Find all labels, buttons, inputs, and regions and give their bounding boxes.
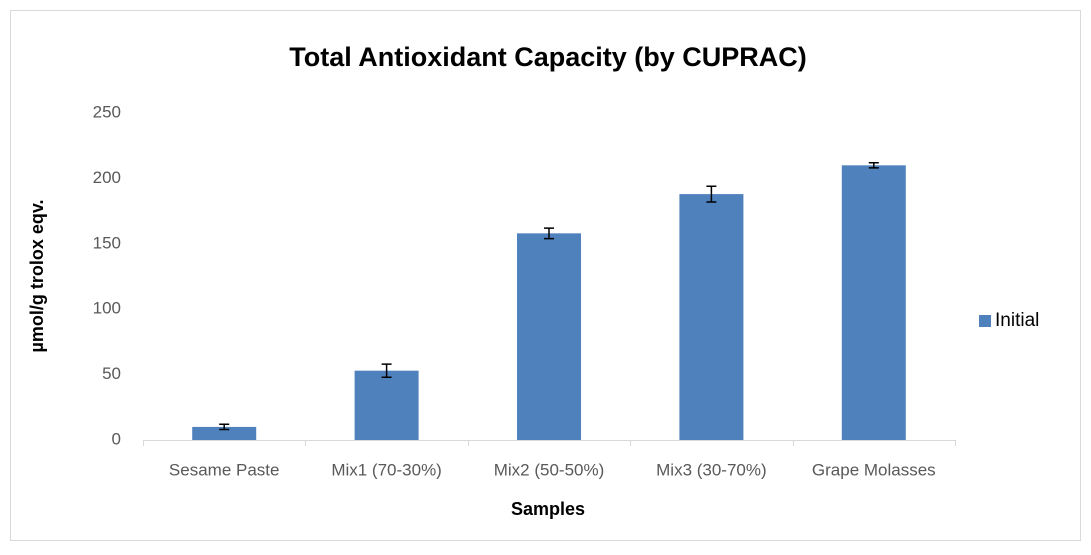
y-tick-label: 250 <box>93 102 121 121</box>
error-bar <box>381 363 392 378</box>
x-tick-label: Mix1 (70-30%) <box>331 460 442 479</box>
error-bar <box>868 161 879 169</box>
bar <box>841 165 906 440</box>
bar <box>354 370 419 440</box>
x-tick-label: Mix2 (50-50%) <box>494 460 605 479</box>
y-axis-label: µmol/g trolox eqv. <box>27 199 47 352</box>
chart-title: Total Antioxidant Capacity (by CUPRAC) <box>289 42 807 72</box>
y-tick-label: 200 <box>93 168 121 187</box>
legend-swatch <box>979 315 991 327</box>
bar <box>192 426 257 440</box>
error-bar <box>219 423 230 431</box>
bar <box>517 233 581 440</box>
bar <box>679 194 744 440</box>
legend-label: Initial <box>995 310 1039 331</box>
error-bar <box>706 185 717 203</box>
x-axis-label: Samples <box>511 499 585 519</box>
y-tick-label: 150 <box>93 233 121 252</box>
x-tick-label: Grape Molasses <box>812 460 936 479</box>
error-bar <box>544 227 554 240</box>
y-tick-label: 100 <box>93 299 121 318</box>
x-tick-label: Mix3 (30-70%) <box>656 460 767 479</box>
y-tick-label: 50 <box>102 364 121 383</box>
y-tick-label: 0 <box>112 429 121 448</box>
x-tick-label: Sesame Paste <box>169 460 280 479</box>
